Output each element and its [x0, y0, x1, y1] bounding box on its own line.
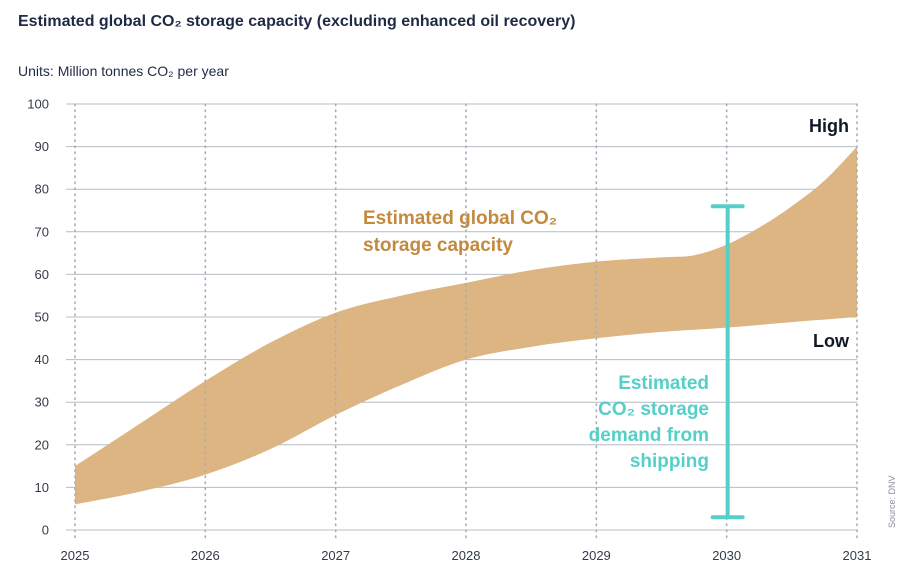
y-tick-label-0: 0	[42, 523, 49, 538]
y-tick-label-90: 90	[35, 139, 49, 154]
low-label: Low	[813, 331, 850, 351]
x-tick-label-2029: 2029	[582, 548, 611, 563]
demand-label-line-1: Estimated	[618, 373, 709, 394]
capacity-label-line-1: Estimated global CO₂	[363, 208, 557, 229]
y-tick-label-100: 100	[27, 97, 49, 112]
y-tick-label-20: 20	[35, 437, 49, 452]
x-tick-label-2026: 2026	[191, 548, 220, 563]
demand-label-line-4: shipping	[630, 451, 709, 472]
x-tick-label-2031: 2031	[843, 548, 872, 563]
y-tick-label-60: 60	[35, 267, 49, 282]
y-tick-label-40: 40	[35, 352, 49, 367]
units-label: Units: Million tonnes CO₂ per year	[18, 63, 229, 79]
y-tick-label-50: 50	[35, 310, 49, 325]
demand-label-line-3: demand from	[589, 425, 709, 446]
x-tick-label-2025: 2025	[61, 548, 90, 563]
x-tick-label-2030: 2030	[712, 548, 741, 563]
y-tick-label-70: 70	[35, 224, 49, 239]
y-tick-label-30: 30	[35, 395, 49, 410]
units-value: Million tonnes CO₂ per year	[57, 63, 229, 79]
demand-label-line-2: CO₂ storage	[598, 399, 709, 420]
x-tick-label-2028: 2028	[452, 548, 481, 563]
chart-title: Estimated global CO₂ storage capacity (e…	[18, 13, 576, 30]
capacity-label-line-2: storage capacity	[363, 235, 513, 256]
units-prefix: Units:	[18, 63, 58, 79]
y-tick-label-10: 10	[35, 480, 49, 495]
y-tick-label-80: 80	[35, 182, 49, 197]
x-tick-label-2027: 2027	[321, 548, 350, 563]
high-label: High	[809, 116, 849, 136]
